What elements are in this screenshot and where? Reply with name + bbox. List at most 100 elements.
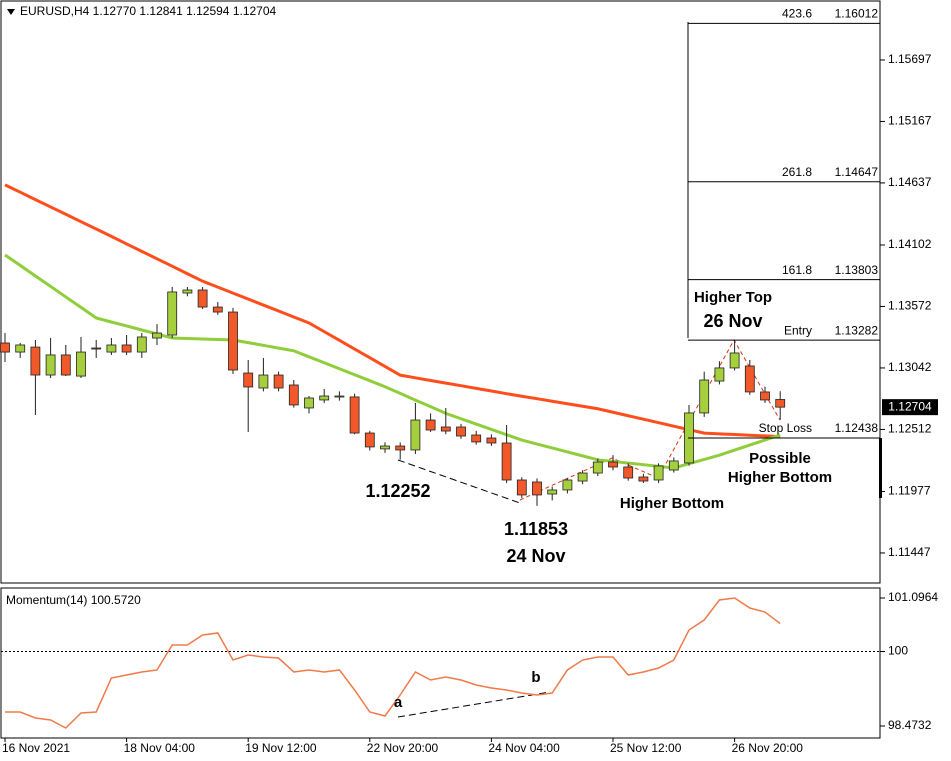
annotation: 26 Nov	[703, 311, 762, 331]
candle-body	[638, 476, 649, 482]
momentum-dash	[397, 691, 551, 718]
candle-body	[258, 374, 269, 389]
y-tick-label: 1.12512	[888, 422, 932, 436]
y-tick-label: 1.14637	[888, 175, 932, 189]
y-tick-label: 1.11447	[888, 545, 931, 559]
annotation: Higher Bottom	[620, 495, 724, 512]
momentum-title: Momentum(14) 100.5720	[6, 593, 141, 607]
y-tick-label: 100	[888, 644, 908, 658]
candle-body	[668, 460, 679, 471]
candle-body	[0, 342, 10, 353]
candle-body	[319, 395, 330, 401]
candle-body	[699, 379, 710, 414]
annotation: 24 Nov	[506, 546, 565, 566]
candle-body	[15, 344, 26, 353]
candle-body	[228, 311, 238, 371]
candle-body	[349, 396, 360, 434]
candle-body	[456, 426, 466, 437]
candle-body	[91, 347, 102, 350]
candle-body	[243, 372, 254, 388]
y-tick-label: 1.13042	[888, 360, 932, 374]
fib-level-price: 1.13282	[835, 323, 879, 337]
candle-body	[395, 445, 406, 451]
candle-body	[744, 365, 755, 393]
candle-body	[197, 289, 208, 308]
candle-body	[152, 332, 162, 339]
candle-body	[76, 351, 86, 377]
x-tick-label: 26 Nov 20:00	[732, 741, 804, 755]
x-tick-label: 22 Nov 20:00	[367, 741, 439, 755]
y-tick-label: 1.14102	[888, 237, 932, 251]
fib-level-name: 261.8	[782, 165, 812, 179]
y-tick-label: 1.11977	[888, 484, 931, 498]
x-tick-label: 18 Nov 04:00	[124, 741, 196, 755]
annotation: Possible	[749, 450, 811, 467]
chart-title: EURUSD,H4 1.12770 1.12841 1.12594 1.1270…	[20, 4, 277, 18]
candle-body	[425, 419, 436, 431]
fib-level-name: 161.8	[782, 263, 812, 277]
candle-body	[380, 445, 390, 450]
y-tick-label: 98.4732	[888, 718, 932, 732]
fib-level-name: Stop Loss	[759, 421, 812, 435]
moving-average	[4, 183, 781, 439]
annotation: Higher Top	[694, 289, 772, 306]
candle-body	[547, 489, 558, 495]
candle-body	[167, 291, 178, 336]
x-tick-label: 16 Nov 2021	[2, 741, 70, 755]
candle-body	[714, 367, 725, 382]
candle-body	[410, 419, 421, 451]
candle-body	[775, 399, 786, 408]
price-tag-label: 1.12704	[888, 399, 932, 413]
candle-body	[760, 391, 770, 401]
annotation: 1.11853	[504, 519, 568, 539]
candle-body	[532, 481, 542, 496]
annotation: b	[531, 669, 540, 686]
candle-body	[60, 354, 71, 376]
y-tick-label: 1.13572	[888, 299, 932, 313]
annotation: 1.12252	[365, 481, 430, 501]
fib-level-price: 1.13803	[835, 263, 879, 277]
candle-body	[516, 479, 527, 496]
candle-body	[334, 395, 345, 398]
candle-body	[136, 336, 147, 353]
candle-body	[729, 352, 740, 369]
candle-body	[440, 426, 451, 432]
fib-level-price: 1.16012	[835, 7, 879, 21]
candle-body	[45, 354, 56, 376]
candle-body	[486, 437, 497, 444]
candle-body	[577, 472, 588, 482]
fib-level-name: 423.6	[782, 7, 812, 21]
candle-body	[304, 397, 314, 409]
y-tick-label: 1.15167	[888, 114, 932, 128]
candle-body	[288, 384, 299, 406]
y-tick-label: 101.0964	[888, 590, 938, 604]
momentum-line	[5, 597, 781, 729]
x-tick-label: 24 Nov 04:00	[488, 741, 560, 755]
candle-body	[562, 479, 573, 491]
fib-level-price: 1.12438	[835, 421, 879, 435]
fib-level-name: Entry	[784, 323, 812, 337]
candle-body	[121, 344, 132, 353]
candle-body	[623, 466, 634, 479]
x-tick-label: 25 Nov 12:00	[610, 741, 682, 755]
menu-arrow	[7, 9, 15, 15]
candle-body	[212, 306, 223, 313]
price-tag	[882, 399, 938, 416]
momentum-panel	[0, 587, 881, 739]
main-panel	[0, 0, 881, 584]
candle-body	[30, 346, 41, 376]
candle-body	[106, 344, 117, 353]
candle-body	[653, 465, 664, 481]
moving-average	[4, 253, 781, 470]
annotation: Higher Bottom	[728, 469, 832, 486]
x-tick-label: 19 Nov 12:00	[245, 741, 317, 755]
candle-body	[501, 442, 512, 481]
annotation: a	[394, 694, 403, 711]
axis-marker	[879, 438, 882, 498]
candle-body	[471, 434, 482, 443]
candle-body	[273, 374, 284, 389]
candle-body	[182, 289, 193, 294]
candle-body	[592, 461, 603, 474]
